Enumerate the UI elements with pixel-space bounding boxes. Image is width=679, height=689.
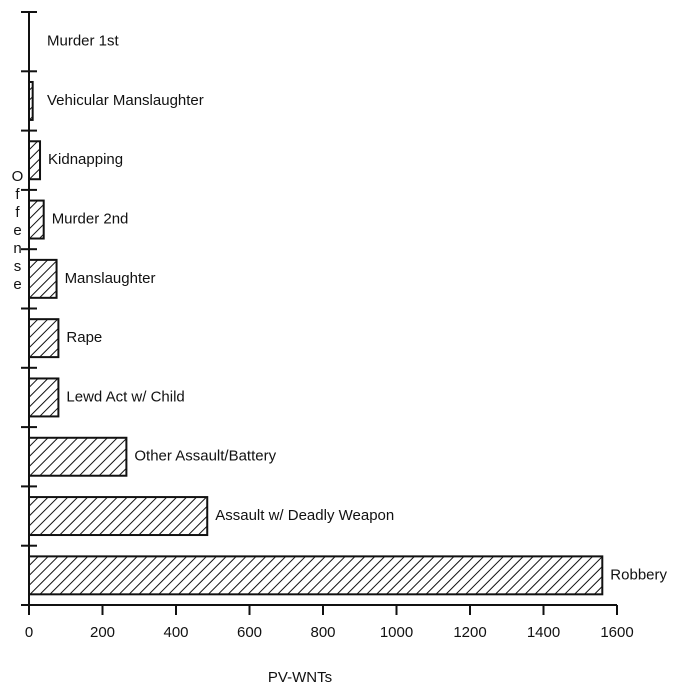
bar [28, 140, 42, 181]
x-axis-label: PV-WNTs [268, 669, 332, 686]
bar [28, 258, 58, 299]
category-label: Kidnapping [48, 151, 123, 168]
category-label: Robbery [610, 566, 667, 583]
category-label: Lewd Act w/ Child [66, 388, 184, 405]
bar [28, 496, 209, 537]
category-label: Other Assault/Battery [134, 448, 276, 465]
category-label: Murder 1st [47, 33, 120, 50]
bar [28, 436, 128, 477]
x-tick-label: 1000 [380, 624, 413, 641]
category-label: Assault w/ Deadly Weapon [215, 507, 394, 524]
category-label: Manslaughter [65, 270, 156, 287]
category-label: Vehicular Manslaughter [47, 92, 204, 109]
bar [28, 555, 604, 596]
x-tick-label: 600 [237, 624, 262, 641]
bar [28, 80, 34, 121]
x-tick-label: 200 [90, 624, 115, 641]
x-tick-label: 800 [310, 624, 335, 641]
bar [28, 199, 45, 240]
x-tick-label: 400 [163, 624, 188, 641]
x-tick-label: 0 [25, 624, 33, 641]
x-tick-label: 1600 [600, 624, 633, 641]
x-tick-label: 1400 [527, 624, 560, 641]
x-tick-label: 1200 [453, 624, 486, 641]
bar [28, 377, 60, 418]
category-label: Rape [66, 329, 102, 346]
category-label: Murder 2nd [52, 211, 129, 228]
y-axis-label: Offense [9, 168, 26, 294]
bar [28, 318, 60, 359]
